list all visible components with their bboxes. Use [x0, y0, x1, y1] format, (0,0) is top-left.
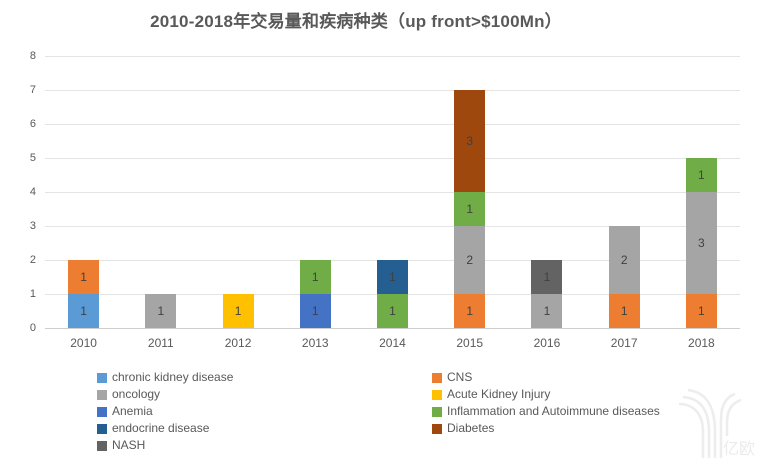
bar-segment-oncology: 1	[531, 294, 563, 328]
x-axis-tick-label: 2015	[456, 336, 484, 350]
legend-swatch-icon	[432, 423, 442, 434]
legend: chronic kidney disease CNS oncology Acute K…	[97, 369, 660, 454]
y-axis-tick-label: 8	[29, 50, 36, 62]
bar-segment-cns: 1	[68, 260, 100, 294]
bar-segment-inflammation-and-autoimmune-diseases: 1	[377, 294, 408, 328]
gridline	[45, 226, 740, 227]
y-axis-tick-label: 2	[29, 254, 36, 266]
bar-segment-oncology: 3	[685, 192, 717, 294]
legend-label: Anemia	[112, 404, 153, 418]
legend-item-inflammation-and-autoimmune-diseases: Inflammation and Autoimmune diseases	[432, 403, 660, 420]
legend-item-cns: CNS	[432, 369, 660, 386]
bar-segment-oncology: 2	[608, 226, 640, 294]
legend-item-diabetes: Diabetes	[432, 420, 660, 437]
bar-segment-oncology: 2	[454, 226, 486, 294]
legend-label: Inflammation and Autoimmune diseases	[447, 404, 660, 418]
y-axis-tick-label: 1	[29, 288, 36, 300]
x-axis-tick-label: 2010	[70, 336, 97, 350]
chart-title: 2010-2018年交易量和疾病种类（up front>$100Mn）	[150, 12, 562, 31]
watermark-curve	[725, 398, 742, 436]
legend-swatch-icon	[97, 372, 107, 383]
y-axis-tick-label: 4	[29, 186, 36, 198]
bar-segment-cns: 1	[685, 294, 717, 328]
bar-segment-anemia: 1	[299, 294, 331, 328]
bar-segment-inflammation-and-autoimmune-diseases: 1	[685, 158, 717, 192]
y-axis-tick-label: 5	[29, 152, 36, 164]
bar-segment-inflammation-and-autoimmune-diseases: 1	[454, 192, 486, 226]
legend-item-acute-kidney-injury: Acute Kidney Injury	[432, 386, 660, 403]
bar-segment-diabetes: 3	[454, 90, 486, 192]
legend-swatch-icon	[432, 372, 442, 383]
legend-label: oncology	[112, 387, 161, 401]
bar-segment-nash: 1	[531, 260, 563, 294]
legend-label: Diabetes	[447, 421, 495, 435]
bar-segment-oncology: 1	[145, 294, 177, 328]
x-axis-tick-label: 2017	[610, 336, 638, 350]
bar-segment-inflammation-and-autoimmune-diseases: 1	[299, 260, 331, 294]
bar-2011: 1	[145, 294, 177, 328]
legend-swatch-icon	[97, 389, 107, 400]
watermark-curve	[678, 402, 705, 458]
y-axis-tick-label: 0	[29, 322, 36, 334]
gridline	[45, 90, 740, 91]
legend-item-chronic-kidney-disease: chronic kidney disease	[97, 369, 432, 386]
y-axis-tick-label: 3	[29, 220, 36, 232]
legend-item-oncology: oncology	[97, 386, 432, 403]
bar-segment-cns: 1	[454, 294, 486, 328]
gridline	[45, 124, 740, 125]
x-axis-tick-label: 2013	[301, 336, 329, 350]
watermark-curve	[682, 395, 711, 458]
legend-item-nash: NASH	[97, 437, 432, 454]
legend-swatch-icon	[432, 406, 442, 417]
gridline	[45, 158, 740, 159]
legend-label: NASH	[112, 438, 146, 452]
y-axis-tick-label: 6	[29, 118, 36, 130]
legend-swatch-icon	[97, 406, 107, 417]
x-axis-tick-label: 2011	[147, 336, 174, 350]
watermark-brand-text: 亿欧	[723, 440, 755, 458]
bar-segment-cns: 1	[608, 294, 640, 328]
gridline	[45, 192, 740, 193]
legend-item-endocrine-disease: endocrine disease	[97, 420, 432, 437]
x-axis-tick-label: 2018	[688, 336, 715, 350]
gridline	[45, 56, 740, 57]
legend-swatch-icon	[432, 389, 442, 400]
x-axis-tick-label: 2012	[224, 336, 252, 350]
legend-label: CNS	[447, 370, 473, 384]
watermark-curve	[719, 392, 736, 458]
legend-swatch-icon	[97, 423, 107, 434]
legend-swatch-icon	[97, 440, 107, 451]
bar-segment-chronic-kidney-disease: 1	[68, 294, 100, 328]
x-axis-tick-label: 2014	[379, 336, 406, 350]
bar-segment-endocrine-disease: 1	[377, 260, 408, 294]
legend-label: endocrine disease	[112, 421, 210, 435]
legend-label: Acute Kidney Injury	[447, 387, 551, 401]
bar-2012: 1	[222, 294, 254, 328]
legend-label: chronic kidney disease	[112, 370, 234, 384]
x-axis-tick-label: 2016	[533, 336, 561, 350]
y-axis-tick-label: 7	[29, 84, 36, 96]
watermark-curve	[687, 388, 717, 458]
bar-segment-acute-kidney-injury: 1	[222, 294, 254, 328]
eo-watermark-logo: 亿欧	[678, 388, 755, 458]
legend-item-anemia: Anemia	[97, 403, 432, 420]
